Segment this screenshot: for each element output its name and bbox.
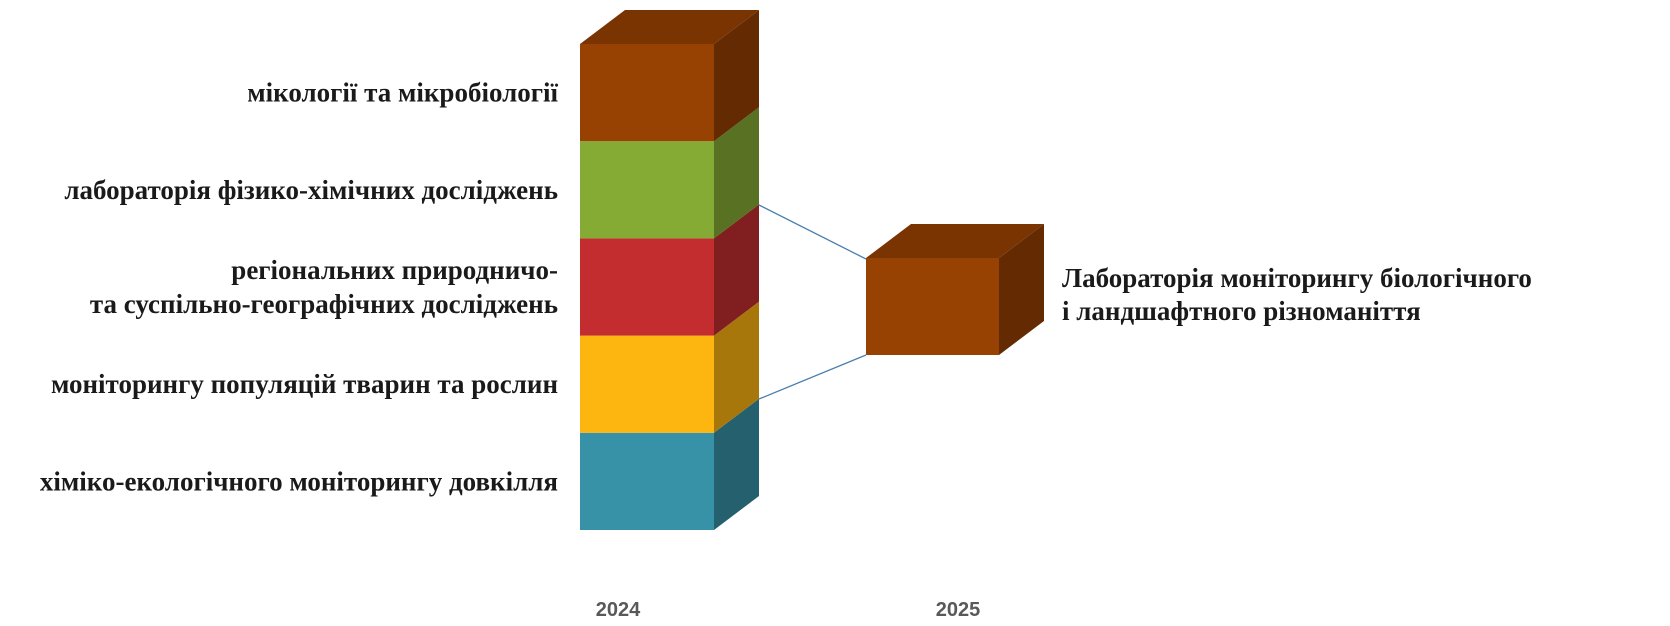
segment-label-0: мікології та мікробіології	[247, 78, 558, 108]
block-front-face	[866, 258, 999, 355]
block-2025-label-line-1: і ландшафтного різноманіття	[1062, 296, 1421, 326]
stack-segment-4	[580, 398, 759, 530]
block-2025	[866, 224, 1044, 355]
segment-side-face	[714, 398, 759, 530]
segment-front-face	[580, 432, 714, 530]
connector-line-upper	[758, 204, 867, 260]
stack-segment-3	[580, 301, 759, 433]
segment-label-2-line-1: та суспільно-географічних досліджень	[90, 289, 558, 319]
stack-segment-2	[580, 204, 759, 336]
segment-label-2-line-0: регіональних природничо-	[231, 255, 558, 285]
block-2025-label-line-0: Лабораторія моніторингу біологічного	[1062, 263, 1532, 293]
segment-front-face	[580, 141, 714, 239]
stack-segment-0	[580, 10, 759, 142]
year-label-2024: 2024	[596, 599, 641, 621]
segment-side-face	[714, 10, 759, 142]
segment-label-3: моніторингу популяцій тварин та рослин	[51, 369, 558, 399]
segment-side-face	[714, 107, 759, 239]
segment-labels: мікології та мікробіології лабораторія фі…	[40, 78, 1532, 497]
block-top-face	[866, 224, 1044, 258]
segment-front-face	[580, 44, 714, 142]
block-side-face	[999, 224, 1044, 355]
segment-side-face	[714, 301, 759, 433]
segment-front-face	[580, 335, 714, 433]
year-label-2025: 2025	[936, 599, 981, 621]
segment-label-4: хіміко-екологічного моніторингу довкілля	[40, 466, 558, 496]
connector-lines	[758, 204, 867, 400]
segment-front-face	[580, 238, 714, 336]
stack-segment-1	[580, 107, 759, 239]
segment-top-face	[580, 10, 759, 44]
segment-side-face	[714, 204, 759, 336]
connector-line-lower	[758, 354, 867, 400]
stack-2024	[580, 10, 759, 530]
segment-label-1: лабораторія фізико-хімічних досліджень	[64, 175, 558, 205]
